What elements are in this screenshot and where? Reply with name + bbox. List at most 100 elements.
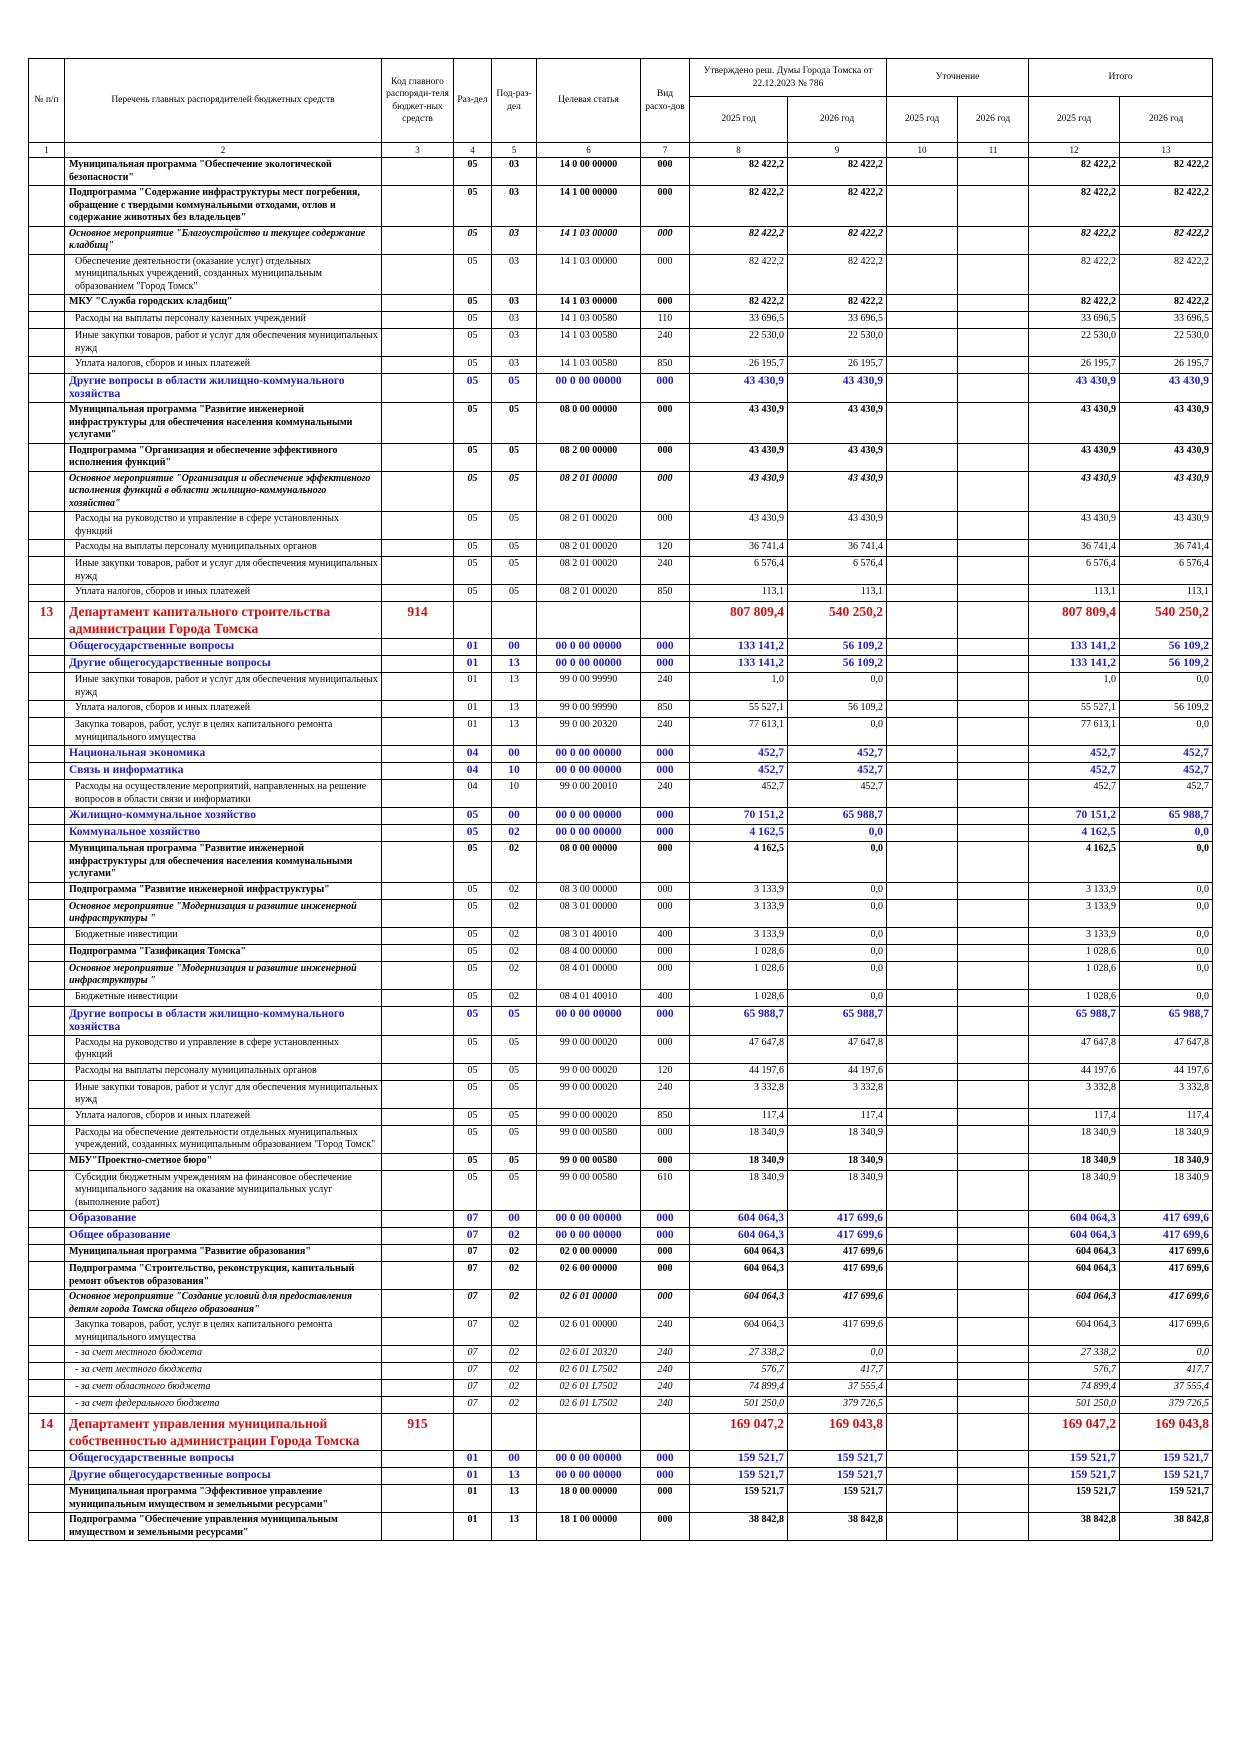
approved-2025: 18 340,9 xyxy=(689,1124,788,1154)
row-name: Иные закупки товаров, работ и услуг для … xyxy=(64,556,382,585)
clarification-2025 xyxy=(886,1005,959,1036)
section: 04 xyxy=(453,762,492,780)
clarification-2025 xyxy=(886,157,959,186)
clarification-2026 xyxy=(957,638,1030,656)
column-number: 5 xyxy=(491,142,537,158)
target-item: 00 0 00 00000 xyxy=(536,638,641,656)
approved-2026: 169 043,8 xyxy=(786,1413,888,1451)
approved-2026: 0,0 xyxy=(786,926,888,945)
clarification-2025 xyxy=(886,672,959,701)
row-name: Расходы на выплаты персоналу муниципальн… xyxy=(64,1062,382,1081)
total-2025: 82 422,2 xyxy=(1028,294,1121,312)
table-row: Другие вопросы в области жилищно-коммуна… xyxy=(28,1005,1214,1036)
clarification-2026 xyxy=(957,185,1030,227)
row-name: Муниципальная программа "Эффективное упр… xyxy=(64,1484,382,1513)
expense-type: 000 xyxy=(640,511,690,540)
total-2026: 82 422,2 xyxy=(1119,157,1214,186)
column-number: 10 xyxy=(886,142,959,158)
approved-2025: 604 064,3 xyxy=(689,1289,788,1318)
clarification-2025 xyxy=(886,898,959,928)
clarification-2025 xyxy=(886,762,959,780)
total-2026: 6 576,4 xyxy=(1119,556,1214,585)
section: 05 xyxy=(453,328,492,357)
manager-code xyxy=(381,1450,454,1468)
clarification-2026 xyxy=(957,926,1030,945)
section: 05 xyxy=(453,402,492,444)
row-name: Основное мероприятие "Благоустройство и … xyxy=(64,225,382,255)
approved-2026: 0,0 xyxy=(786,960,888,990)
clarification-2025 xyxy=(886,1484,959,1513)
section: 05 xyxy=(453,1169,492,1211)
total-2025: 22 530,0 xyxy=(1028,328,1121,357)
year-cell: 2026 год xyxy=(786,96,888,143)
expense-type: 000 xyxy=(640,470,690,512)
expense-type: 000 xyxy=(640,638,690,656)
approved-2026: 3 332,8 xyxy=(786,1079,888,1109)
clarification-2026 xyxy=(957,1034,1030,1064)
clarification-2025 xyxy=(886,1227,959,1245)
row-name: МКУ "Служба городских кладбищ" xyxy=(64,294,382,312)
total-2026: 0,0 xyxy=(1119,672,1214,701)
table-row: Муниципальная программа "Развитие инжене… xyxy=(28,841,1214,883)
row-number xyxy=(28,253,65,295)
row-number xyxy=(28,294,65,312)
manager-code xyxy=(381,253,454,295)
total-2026: 38 842,8 xyxy=(1119,1512,1214,1541)
row-name: Уплата налогов, сборов и иных платежей xyxy=(64,700,382,718)
clarification-2025 xyxy=(886,185,959,227)
section: 07 xyxy=(453,1396,492,1414)
clarification-2026 xyxy=(957,356,1030,374)
row-number xyxy=(28,824,65,842)
total-2026: 379 726,5 xyxy=(1119,1396,1214,1414)
total-2025: 3 332,8 xyxy=(1028,1079,1121,1109)
row-number xyxy=(28,1379,65,1397)
section: 05 xyxy=(453,157,492,186)
row-name: Расходы на выплаты персоналу муниципальн… xyxy=(64,539,382,557)
row-number xyxy=(28,1289,65,1318)
table-row: Основное мероприятие "Благоустройство и … xyxy=(28,225,1214,255)
manager-code xyxy=(381,655,454,673)
approved-2026: 0,0 xyxy=(786,824,888,842)
clarification-2025 xyxy=(886,601,959,639)
row-number xyxy=(28,841,65,883)
subsection: 13 xyxy=(491,1484,537,1513)
target-item: 08 4 01 40010 xyxy=(536,988,641,1007)
clarification-2025 xyxy=(886,960,959,990)
subsection: 10 xyxy=(491,762,537,780)
section: 05 xyxy=(453,294,492,312)
row-number xyxy=(28,157,65,186)
target-item: 08 3 00 00000 xyxy=(536,881,641,900)
approved-2025: 159 521,7 xyxy=(689,1450,788,1468)
total-2025: 604 064,3 xyxy=(1028,1244,1121,1262)
target-item: 00 0 00 00000 xyxy=(536,745,641,763)
manager-code xyxy=(381,1396,454,1414)
approved-2026: 159 521,7 xyxy=(786,1484,888,1513)
subsection: 03 xyxy=(491,225,537,255)
approved-2026: 417 699,6 xyxy=(786,1317,888,1346)
target-item: 00 0 00 00000 xyxy=(536,1210,641,1228)
row-name: Обеспечение деятельности (оказание услуг… xyxy=(64,253,382,295)
row-number xyxy=(28,311,65,329)
subsection: 05 xyxy=(491,1034,537,1064)
table-row: Основное мероприятие "Создание условий д… xyxy=(28,1289,1214,1318)
target-item: 14 1 03 00000 xyxy=(536,253,641,295)
row-name: Муниципальная программа "Обеспечение эко… xyxy=(64,157,382,186)
column-number: 6 xyxy=(536,142,641,158)
approved-2025: 77 613,1 xyxy=(689,717,788,746)
target-item: 08 4 01 00000 xyxy=(536,960,641,990)
row-number xyxy=(28,556,65,585)
manager-code xyxy=(381,779,454,808)
clarification-2026 xyxy=(957,1362,1030,1380)
manager-code xyxy=(381,1210,454,1228)
expense-type: 000 xyxy=(640,1034,690,1064)
expense-type: 000 xyxy=(640,655,690,673)
approved-2026: 18 340,9 xyxy=(786,1152,888,1171)
subsection: 02 xyxy=(491,1379,537,1397)
approved-2026: 6 576,4 xyxy=(786,556,888,585)
clarification-2025 xyxy=(886,943,959,962)
expense-type: 000 xyxy=(640,1467,690,1485)
year-cell: 2025 год xyxy=(1028,96,1121,143)
target-item: 14 1 03 00580 xyxy=(536,328,641,357)
clarification-2025 xyxy=(886,1062,959,1081)
approved-2026: 159 521,7 xyxy=(786,1467,888,1485)
